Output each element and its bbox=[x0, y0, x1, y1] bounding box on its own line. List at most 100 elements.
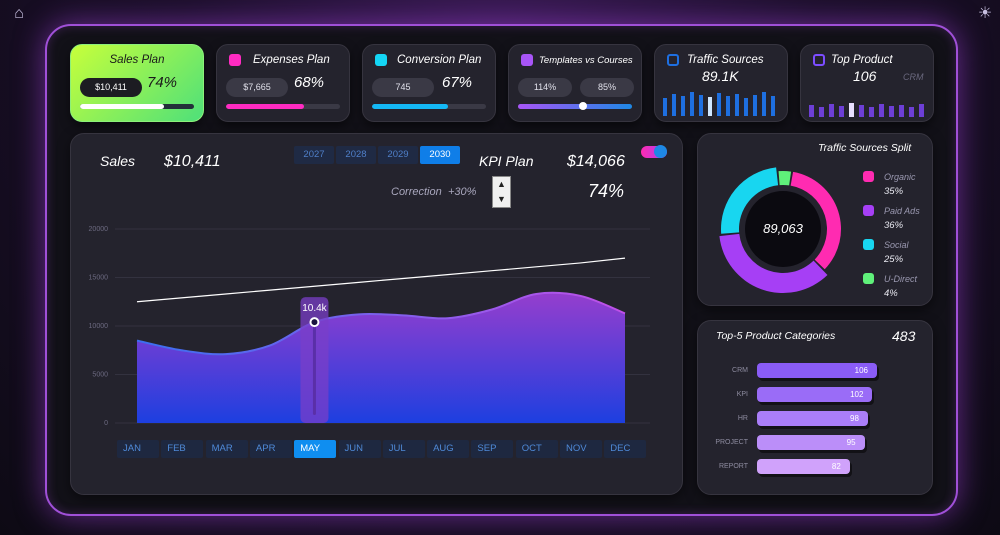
conversion-plan-pill: 745 bbox=[372, 78, 434, 97]
product-category-label: KPI bbox=[736, 391, 748, 398]
donut-slice-u-direct[interactable] bbox=[778, 171, 792, 186]
expenses-square-icon bbox=[229, 54, 241, 66]
month-button-nov[interactable]: NOV bbox=[560, 440, 602, 458]
kpi-plan-percent: 74% bbox=[588, 181, 625, 201]
traffic-sources-card[interactable]: Traffic Sources 89.1K bbox=[654, 44, 788, 122]
product-bar-project[interactable]: 95 bbox=[757, 435, 865, 450]
legend-value: 4% bbox=[884, 288, 898, 299]
product-bar-crm[interactable]: 106 bbox=[757, 363, 877, 378]
year-button-2027[interactable]: 2027 bbox=[294, 146, 334, 164]
month-button-apr[interactable]: APR bbox=[249, 440, 292, 458]
year-button-2028[interactable]: 2028 bbox=[336, 146, 376, 164]
top-product-value: 106 bbox=[853, 68, 877, 84]
product-bar-report[interactable]: 82 bbox=[757, 459, 850, 474]
templates-vs-courses-card[interactable]: Templates vs Courses 114% 85% bbox=[508, 44, 642, 122]
target-line bbox=[136, 257, 626, 303]
y-tick-label: 20000 bbox=[89, 226, 109, 233]
legend-value: 35% bbox=[884, 186, 904, 197]
sun-icon[interactable]: ☀ bbox=[977, 5, 993, 22]
legend-value: 36% bbox=[884, 220, 904, 231]
legend-label: Organic bbox=[884, 172, 916, 182]
traffic-split-title: Traffic Sources Split bbox=[818, 142, 912, 154]
expenses-plan-progress bbox=[226, 104, 340, 109]
legend-label: U-Direct bbox=[884, 274, 917, 284]
sales-line bbox=[136, 291, 626, 356]
y-tick-label: 0 bbox=[104, 420, 108, 427]
legend-swatch bbox=[863, 171, 874, 182]
product-category-label: PROJECT bbox=[715, 439, 748, 446]
sales-value: $10,411 bbox=[164, 153, 221, 170]
top-product-title: Top Product bbox=[831, 54, 893, 66]
product-bar-kpi[interactable]: 102 bbox=[757, 387, 873, 402]
conversion-plan-percent: 67% bbox=[442, 74, 473, 91]
expenses-plan-title: Expenses Plan bbox=[253, 54, 330, 66]
slider-knob[interactable] bbox=[578, 102, 587, 110]
top-product-card[interactable]: Top Product 106 CRM bbox=[800, 44, 934, 122]
traffic-split-total: 89,063 bbox=[763, 221, 803, 236]
product-category-label: HR bbox=[737, 415, 748, 422]
month-button-jan[interactable]: JAN bbox=[117, 440, 159, 458]
correction-value: +30% bbox=[448, 186, 477, 198]
traffic-mini-bars bbox=[663, 92, 775, 116]
templates-pill: 114% bbox=[518, 78, 572, 97]
kpi-plan-value: $14,066 bbox=[567, 153, 625, 170]
sales-label: Sales bbox=[100, 153, 136, 169]
year-button-2029[interactable]: 2029 bbox=[378, 146, 418, 164]
month-button-jun[interactable]: JUN bbox=[338, 440, 381, 458]
top-product-square-icon bbox=[813, 54, 825, 66]
traffic-sources-title: Traffic Sources bbox=[687, 54, 764, 66]
conversion-plan-card[interactable]: Conversion Plan 745 67% bbox=[362, 44, 496, 122]
highlight-point[interactable] bbox=[309, 317, 320, 328]
top-products-title: Top-5 Product Categories bbox=[716, 330, 836, 342]
sales-plan-percent: 74% bbox=[147, 74, 178, 91]
month-button-mar[interactable]: MAR bbox=[205, 440, 248, 458]
top-product-mini-bars bbox=[809, 103, 924, 117]
donut-slice-paid-ads[interactable] bbox=[719, 233, 828, 293]
expenses-plan-percent: 68% bbox=[294, 74, 325, 91]
product-category-label: CRM bbox=[732, 367, 748, 374]
legend-label: Social bbox=[884, 240, 909, 250]
expenses-plan-card[interactable]: Expenses Plan $7,665 68% bbox=[216, 44, 350, 122]
spinner-down-icon[interactable]: ▼ bbox=[497, 194, 506, 204]
sales-plan-title: Sales Plan bbox=[109, 54, 165, 66]
month-button-dec[interactable]: DEC bbox=[604, 440, 647, 458]
donut-slice-social[interactable] bbox=[721, 167, 779, 234]
spinner-up-icon[interactable]: ▲ bbox=[497, 179, 506, 189]
donut-slice-organic[interactable] bbox=[790, 171, 841, 270]
y-tick-label: 5000 bbox=[92, 372, 108, 379]
legend-swatch bbox=[863, 273, 874, 284]
month-button-aug[interactable]: AUG bbox=[427, 440, 470, 458]
conversion-plan-title: Conversion Plan bbox=[397, 54, 482, 66]
sales-area-chart: 20000 15000 10000 5000 0 10.4k bbox=[89, 226, 650, 427]
highlight-stem bbox=[312, 326, 316, 415]
templates-vs-courses-slider[interactable] bbox=[518, 102, 632, 110]
traffic-sources-value: 89.1K bbox=[702, 68, 739, 84]
month-button-oct[interactable]: OCT bbox=[515, 440, 558, 458]
kpi-plan-label: KPI Plan bbox=[479, 153, 534, 169]
templates-square-icon bbox=[521, 54, 533, 66]
month-button-jul[interactable]: JUL bbox=[382, 440, 425, 458]
toggle-knob[interactable] bbox=[654, 145, 667, 158]
expenses-plan-pill: $7,665 bbox=[226, 78, 288, 97]
top-product-sub: CRM bbox=[903, 72, 924, 82]
y-tick-label: 10000 bbox=[89, 323, 109, 330]
sales-plan-card[interactable]: Sales Plan $10,411 74% bbox=[70, 44, 204, 122]
month-button-may[interactable]: MAY bbox=[294, 440, 337, 458]
traffic-donut-chart bbox=[719, 167, 841, 293]
legend-swatch bbox=[863, 239, 874, 250]
product-bar-hr[interactable]: 98 bbox=[757, 411, 868, 426]
highlight-value-label: 10.4k bbox=[302, 303, 327, 314]
top-products-total: 483 bbox=[892, 328, 916, 344]
year-button-2030[interactable]: 2030 bbox=[420, 146, 460, 164]
product-category-label: REPORT bbox=[718, 463, 748, 470]
y-tick-label: 15000 bbox=[89, 275, 109, 282]
correction-spinner[interactable]: ▲ ▼ bbox=[492, 176, 511, 208]
chart-toggle[interactable] bbox=[641, 145, 667, 158]
sales-area bbox=[137, 292, 625, 423]
courses-pill: 85% bbox=[580, 78, 634, 97]
legend-value: 25% bbox=[884, 254, 904, 265]
month-button-feb[interactable]: FEB bbox=[161, 440, 204, 458]
month-button-sep[interactable]: SEP bbox=[471, 440, 514, 458]
home-icon[interactable]: ⌂ bbox=[14, 5, 24, 22]
templates-vs-courses-title: Templates vs Courses bbox=[539, 55, 633, 66]
